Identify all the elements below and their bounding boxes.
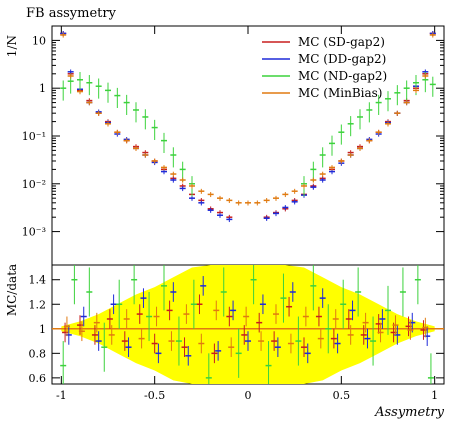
- y-tick-label: 10⁻²: [22, 178, 46, 191]
- bottom-xlabel: Assymetry: [374, 405, 445, 420]
- top-ylabel: 1/N: [5, 35, 19, 57]
- legend: MC (SD-gap2) MC (DD-gap2) MC (ND-gap2) MC (…: [262, 35, 387, 100]
- chart-title: FB assymetry: [26, 6, 117, 21]
- y-tick-label: 1: [39, 323, 46, 336]
- x-tick-label: -0.5: [144, 389, 165, 402]
- uncertainty-band: [61, 265, 435, 384]
- legend-label: MC (ND-gap2): [298, 69, 387, 83]
- top-panel: 10⁻³ 10⁻² 10⁻¹ 1 10: [22, 25, 445, 266]
- legend-label: MC (SD-gap2): [298, 35, 385, 49]
- legend-label: MC (MinBias): [298, 86, 382, 100]
- ratio-series-2: [60, 265, 434, 384]
- bottom-panel: 0.6 0.8 1 1.2 1.4 -1 -0.5 0 0.5 1: [29, 264, 445, 402]
- y-tick-label: 1: [39, 82, 46, 95]
- legend-label: MC (DD-gap2): [298, 52, 386, 66]
- y-tick-label: 10⁻³: [22, 226, 46, 239]
- ratio-series-3: [63, 300, 429, 358]
- bottom-ylabel: MC/data: [5, 264, 19, 316]
- x-tick-label: 0.5: [333, 389, 351, 402]
- x-tick-label: 0: [245, 389, 252, 402]
- series-3: [60, 32, 436, 206]
- y-tick-label: 0.6: [29, 372, 47, 385]
- x-tick-label: 1: [431, 389, 438, 402]
- y-tick-label: 10: [32, 34, 46, 47]
- ratio-series-0: [62, 294, 427, 364]
- y-tick-label: 10⁻¹: [22, 130, 46, 143]
- y-tick-label: 1.4: [29, 274, 47, 287]
- y-tick-label: 0.8: [29, 347, 47, 360]
- ratio-series-1: [65, 276, 431, 366]
- x-tick-label: -1: [56, 389, 67, 402]
- y-tick-label: 1.2: [29, 298, 47, 311]
